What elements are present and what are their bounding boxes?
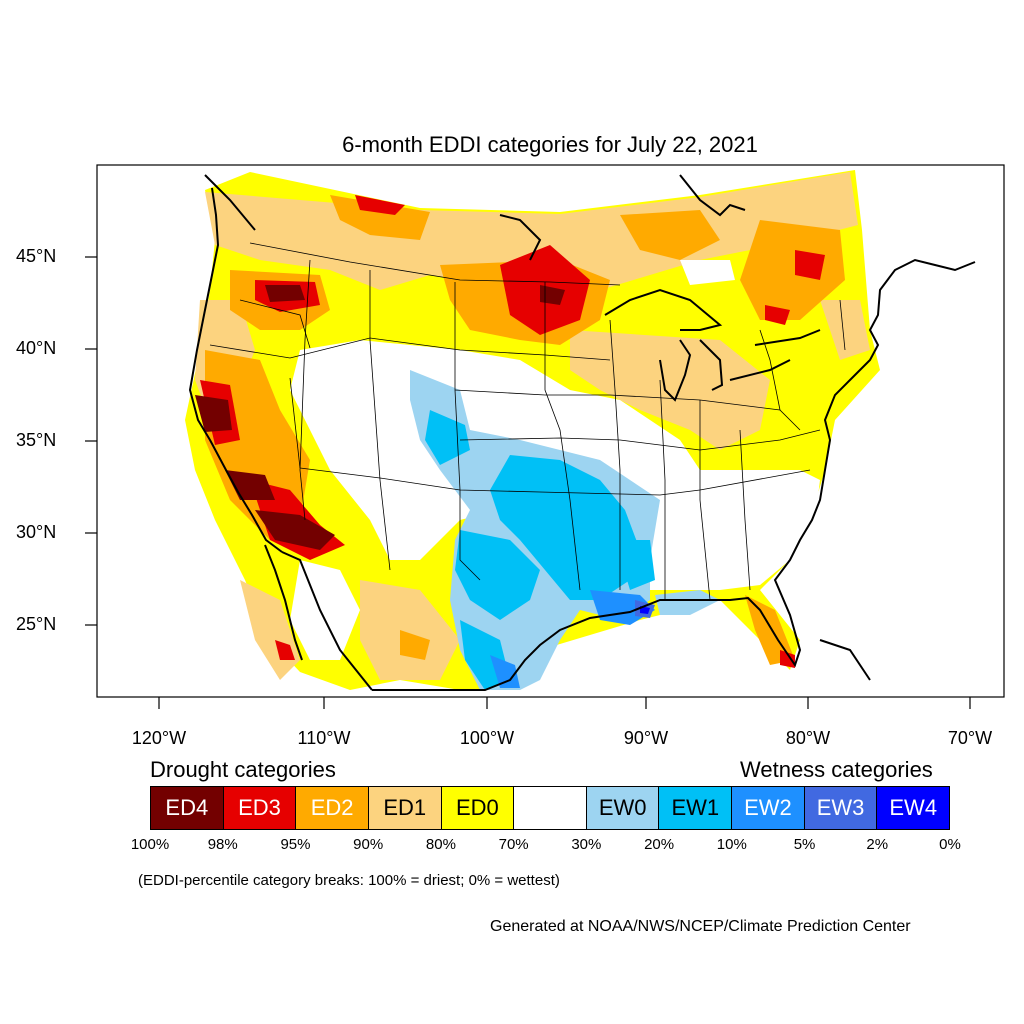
category-note: (EDDI-percentile category breaks: 100% =… bbox=[138, 872, 560, 889]
break-label: 0% bbox=[939, 836, 961, 853]
legend-cell-ed4: ED4 bbox=[151, 787, 224, 829]
lon-label-70w: 70°W bbox=[947, 728, 993, 748]
break-label: 95% bbox=[280, 836, 311, 853]
legend-cell-ew3: EW3 bbox=[804, 787, 878, 829]
ew1-regions bbox=[425, 410, 655, 690]
legend-cell-normal bbox=[514, 787, 587, 829]
category-legend: ED4 ED3 ED2 ED1 ED0 EW0 EW1 EW2 EW3 EW4 bbox=[150, 786, 950, 830]
drought-heading: Drought categories bbox=[150, 757, 336, 782]
legend-cell-ew0: EW0 bbox=[586, 787, 660, 829]
lon-label-120w: 120°W bbox=[131, 728, 187, 748]
break-label: 90% bbox=[353, 836, 384, 853]
map-frame bbox=[96, 164, 1005, 698]
map-field bbox=[185, 170, 976, 691]
break-label: 98% bbox=[207, 836, 238, 853]
lat-label-35: 35°N bbox=[16, 430, 57, 450]
state-boundaries bbox=[209, 242, 846, 601]
legend-cell-ed2: ED2 bbox=[296, 787, 369, 829]
wetness-heading: Wetness categories bbox=[740, 757, 933, 782]
break-label: 30% bbox=[571, 836, 602, 853]
legend-cell-ew2: EW2 bbox=[732, 787, 805, 829]
break-label: 80% bbox=[425, 836, 456, 853]
legend-cell-ed0: ED0 bbox=[441, 787, 515, 829]
break-label: 20% bbox=[644, 836, 675, 853]
legend-cell-ed3: ED3 bbox=[223, 787, 297, 829]
coastlines bbox=[188, 174, 976, 691]
lon-label-80w: 80°W bbox=[785, 728, 831, 748]
break-label: 2% bbox=[866, 836, 889, 853]
ed4-regions bbox=[195, 285, 565, 550]
lat-label-45: 45°N bbox=[16, 246, 57, 266]
lon-label-110w: 110°W bbox=[297, 728, 351, 748]
lat-label-25: 25°N bbox=[16, 614, 57, 634]
legend-cell-ew1: EW1 bbox=[659, 787, 733, 829]
break-label: 100% bbox=[130, 836, 170, 853]
credit-line: Generated at NOAA/NWS/NCEP/Climate Predi… bbox=[490, 918, 911, 935]
axis-ticks bbox=[85, 256, 971, 709]
legend-cell-ew4: EW4 bbox=[877, 787, 950, 829]
map-title: 6-month EDDI categories for July 22, 202… bbox=[342, 132, 758, 157]
lon-label-90w: 90°W bbox=[623, 728, 669, 748]
lon-label-100w: 100°W bbox=[459, 728, 515, 748]
legend-cell-ed1: ED1 bbox=[368, 787, 442, 829]
lat-label-30: 30°N bbox=[16, 522, 57, 542]
break-label: 70% bbox=[498, 836, 529, 853]
lat-label-40: 40°N bbox=[16, 338, 57, 358]
break-label: 10% bbox=[716, 836, 747, 853]
break-label: 5% bbox=[793, 836, 816, 853]
